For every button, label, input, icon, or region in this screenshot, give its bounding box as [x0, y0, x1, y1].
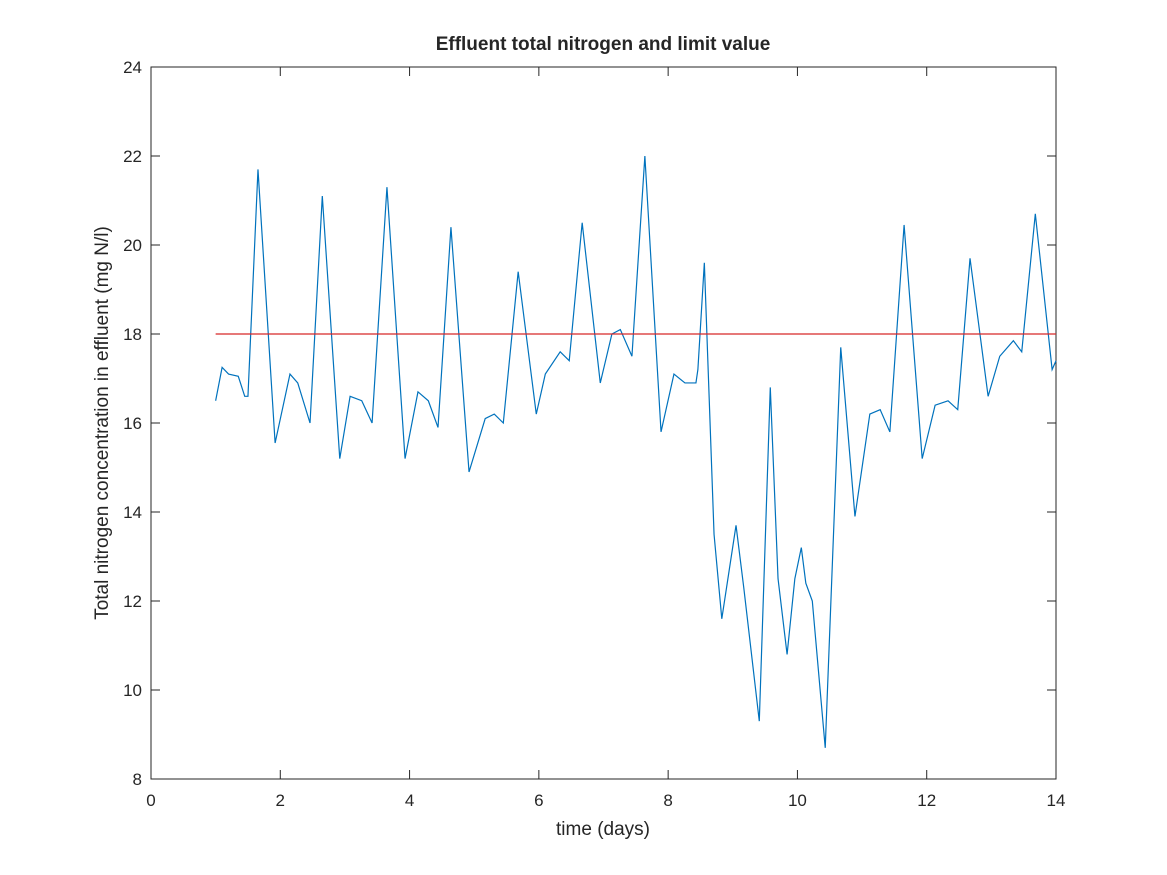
x-tick-label: 12	[917, 791, 936, 810]
x-tick-label: 6	[534, 791, 543, 810]
x-tick-label: 0	[146, 791, 155, 810]
y-tick-label: 8	[133, 770, 142, 789]
y-tick-label: 16	[123, 414, 142, 433]
x-tick-label: 8	[663, 791, 672, 810]
x-axis-label: time (days)	[556, 819, 650, 840]
series-line	[215, 155, 1057, 748]
y-tick-label: 22	[123, 147, 142, 166]
y-tick-label: 12	[123, 592, 142, 611]
y-tick-label: 20	[123, 236, 142, 255]
chart-title: Effluent total nitrogen and limit value	[436, 34, 771, 55]
x-tick-label: 10	[788, 791, 807, 810]
x-tick-label: 2	[276, 791, 285, 810]
y-tick-label: 24	[123, 58, 142, 77]
x-tick-label: 4	[405, 791, 414, 810]
x-tick-label: 14	[1047, 791, 1066, 810]
axes-box	[150, 66, 1057, 780]
y-axis-label: Total nitrogen concentration in effluent…	[92, 226, 113, 620]
y-tick-label: 18	[123, 325, 142, 344]
y-tick-label: 10	[123, 681, 142, 700]
y-tick-label: 14	[123, 503, 142, 522]
